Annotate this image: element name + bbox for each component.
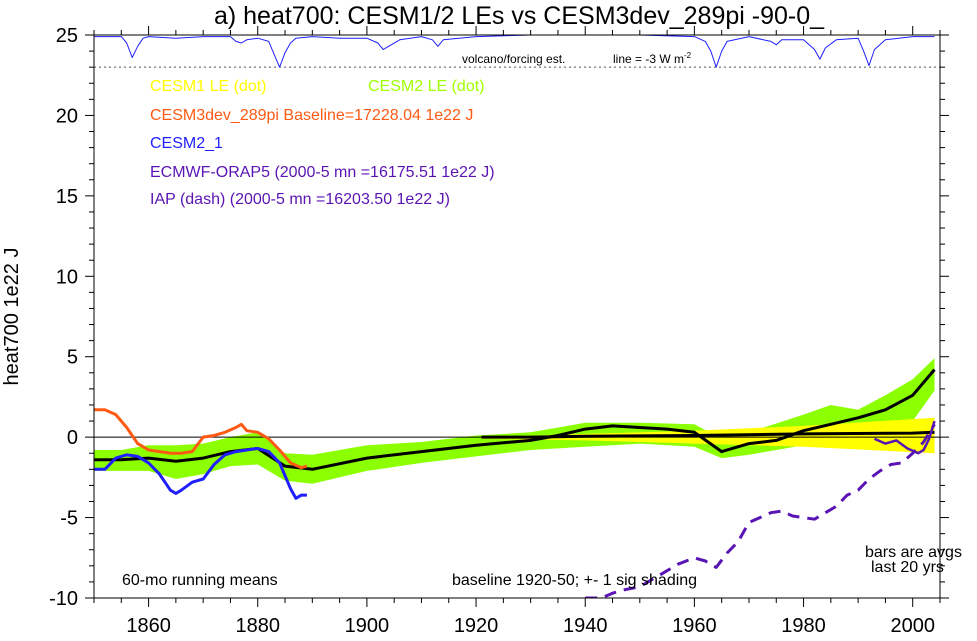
legend-cesm1-le: CESM1 LE (dot) bbox=[150, 78, 266, 95]
x-tick-label: 2000 bbox=[890, 615, 935, 637]
y-tick-label: -10 bbox=[49, 588, 78, 610]
cesm2-le-spread-band bbox=[94, 358, 935, 484]
x-tick-label: 1860 bbox=[126, 615, 171, 637]
volcano-forcing-line bbox=[94, 35, 935, 68]
volcano-label: volcano/forcing est. bbox=[462, 52, 565, 66]
cesm2-le-mean-line bbox=[94, 368, 936, 471]
y-axis-label: heat700 1e22 J bbox=[1, 248, 23, 386]
legend: CESM1 LE (dot) CESM2 LE (dot) CESM3dev_2… bbox=[150, 78, 495, 208]
y-tick-label: 25 bbox=[56, 25, 78, 47]
plot-area bbox=[94, 35, 940, 598]
line-scale-sup: -2 bbox=[684, 51, 692, 60]
chart-title: a) heat700: CESM1/2 LEs vs CESM3dev_289p… bbox=[214, 2, 825, 30]
line-scale-label: line = -3 W m-2 bbox=[613, 51, 692, 66]
y-tick-label: 0 bbox=[67, 427, 78, 449]
iap-dashed-line bbox=[585, 423, 936, 598]
line-scale-text: line = -3 W m bbox=[613, 52, 684, 66]
x-tick-label: 1940 bbox=[563, 615, 608, 637]
y-tick-label: 20 bbox=[56, 105, 78, 127]
y-tick-label: 10 bbox=[56, 266, 78, 288]
cesm2-1-line bbox=[94, 446, 307, 500]
legend-cesm3dev: CESM3dev_289pi Baseline=17228.04 1e22 J bbox=[150, 107, 473, 124]
axis-ticks: 1860 1880 1900 1920 1940 1960 1980 2000 -10 -5 0 5 1… bbox=[49, 25, 949, 637]
plot-frame bbox=[93, 34, 941, 599]
ecmwf-orap5-line bbox=[873, 420, 936, 455]
legend-ecmwf-orap5: ECMWF-ORAP5 (2000-5 mn =16175.51 1e22 J) bbox=[150, 164, 495, 181]
x-tick-label: 1880 bbox=[235, 615, 280, 637]
bars-note-line2: last 20 yrs bbox=[871, 559, 944, 576]
y-tick-label: 15 bbox=[56, 186, 78, 208]
legend-iap: IAP (dash) (2000-5 mn =16203.50 1e22 J) bbox=[150, 191, 450, 208]
running-means-note: 60-mo running means bbox=[122, 572, 278, 589]
baseline-note: baseline 1920-50; +- 1 sig shading bbox=[452, 572, 697, 589]
x-tick-label: 1920 bbox=[454, 615, 499, 637]
y-tick-label: -5 bbox=[60, 508, 78, 530]
x-tick-label: 1960 bbox=[672, 615, 717, 637]
bars-note-line1: bars are avgs bbox=[865, 544, 962, 561]
legend-cesm2-le: CESM2 LE (dot) bbox=[368, 78, 484, 95]
y-tick-label: 5 bbox=[67, 347, 78, 369]
cesm3dev-289pi-line bbox=[94, 408, 308, 470]
legend-cesm2-1: CESM2_1 bbox=[150, 135, 223, 152]
x-tick-label: 1980 bbox=[781, 615, 826, 637]
cesm1-le-mean-line bbox=[481, 430, 935, 439]
x-tick-label: 1900 bbox=[345, 615, 390, 637]
